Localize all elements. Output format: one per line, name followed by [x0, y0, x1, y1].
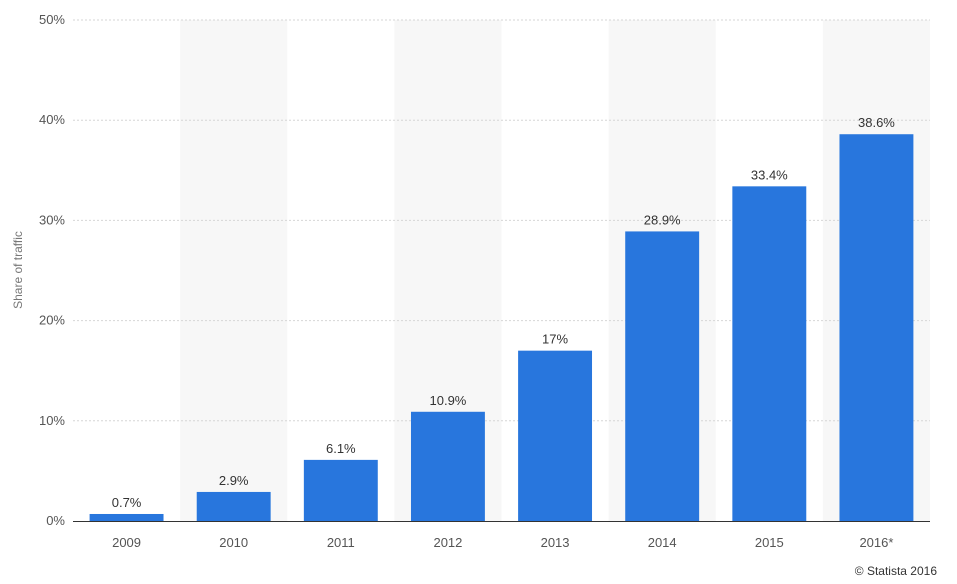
x-tick-label: 2012: [433, 535, 462, 550]
bar[interactable]: [196, 491, 271, 521]
x-tick-label: 2015: [755, 535, 784, 550]
x-tick-labels: 2009 2010 2011 2012 2013 2014 2015 2016*: [112, 535, 893, 550]
y-tick-label: 40%: [39, 112, 65, 127]
data-label: 28.9%: [644, 212, 681, 227]
y-tick-label: 10%: [39, 413, 65, 428]
bar[interactable]: [410, 411, 485, 521]
bar[interactable]: [89, 513, 164, 521]
y-tick-label: 20%: [39, 313, 65, 328]
bars: [89, 134, 914, 521]
y-tick-label: 50%: [39, 12, 65, 27]
bar[interactable]: [732, 186, 807, 521]
gridlines: [73, 19, 930, 422]
x-tick-label: 2014: [648, 535, 677, 550]
y-tick-label: 0%: [46, 513, 65, 528]
x-tick-label: 2011: [327, 535, 355, 550]
data-label: 6.1%: [326, 441, 356, 456]
x-tick-label: 2009: [112, 535, 141, 550]
x-tick-label: 2016*: [859, 535, 893, 550]
statista-credit: © Statista 2016: [854, 564, 937, 578]
bar[interactable]: [303, 459, 378, 521]
data-label: 10.9%: [430, 393, 467, 408]
data-label: 0.7%: [112, 495, 142, 510]
x-tick-label: 2013: [541, 535, 570, 550]
data-label: 2.9%: [219, 473, 249, 488]
y-axis-title: Share of traffic: [11, 231, 25, 309]
data-labels: 0.7% 2.9% 6.1% 10.9% 17% 28.9% 33.4% 38.6%: [112, 115, 896, 510]
data-label: 17%: [542, 332, 568, 347]
y-tick-labels: 0% 10% 20% 30% 40% 50%: [39, 12, 65, 528]
bar[interactable]: [518, 350, 593, 521]
bar[interactable]: [839, 134, 914, 521]
x-tick-label: 2010: [219, 535, 248, 550]
data-label: 38.6%: [858, 115, 895, 130]
data-label: 33.4%: [751, 167, 788, 182]
background-band: [180, 20, 288, 521]
y-tick-label: 30%: [39, 212, 65, 227]
bar[interactable]: [625, 231, 700, 521]
